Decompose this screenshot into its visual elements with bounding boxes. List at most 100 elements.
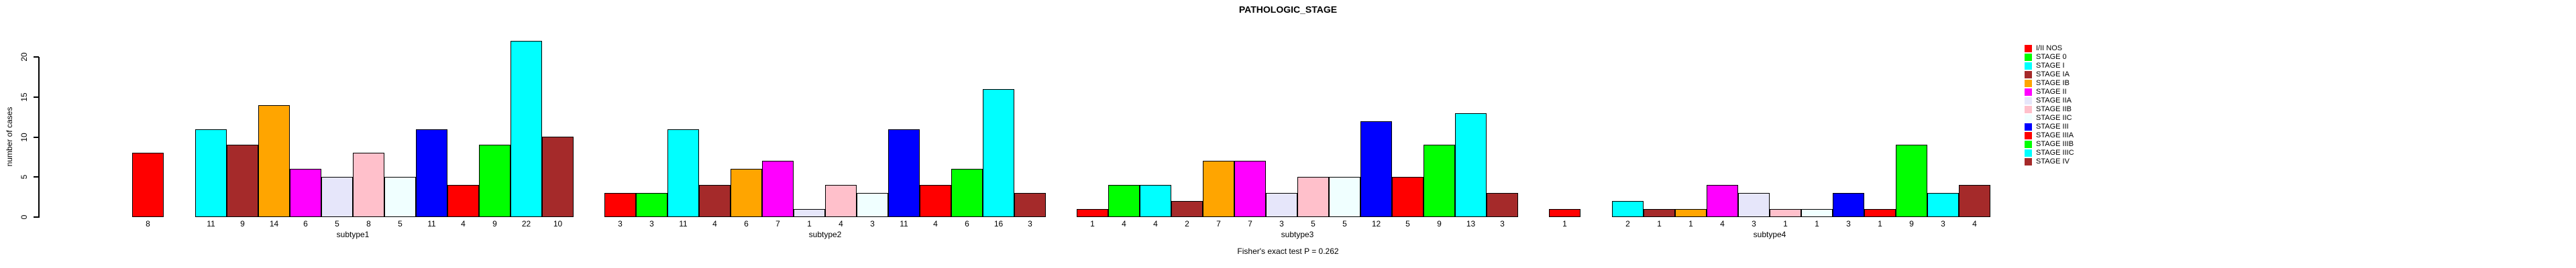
y-tick [34,56,39,58]
y-tick [34,216,39,218]
y-tick-label: 5 [19,174,29,180]
legend-label: STAGE IIIB [2036,139,2074,148]
bar [195,129,227,217]
bar-value-label: 8 [146,219,150,228]
bar [1014,193,1046,217]
bar-value-label: 4 [1720,219,1725,228]
bar [321,177,353,217]
legend-label: STAGE I [2036,61,2065,70]
bar-value-label: 3 [1028,219,1032,228]
y-tick [34,176,39,178]
bar-value-label: 5 [1342,219,1347,228]
bar-value-label: 14 [269,219,279,228]
legend-label: I/II NOS [2036,44,2063,52]
bar [951,169,983,217]
bar [1424,145,1455,217]
bar-value-label: 3 [1941,219,1945,228]
bar [1234,161,1266,217]
bar-value-label: 5 [1405,219,1410,228]
bar [1927,193,1959,217]
bar-value-label: 1 [1783,219,1788,228]
bar [604,193,636,217]
bar-value-label: 2 [1185,219,1189,228]
bar [1644,209,1675,217]
legend-label: STAGE II [2036,87,2067,96]
legend-label: STAGE IIIA [2036,131,2074,139]
legend-swatch [2025,44,2032,52]
bar-value-label: 3 [649,219,654,228]
bar [1707,185,1738,217]
y-tick-label: 15 [19,92,29,102]
bar [1896,145,1927,217]
bar [511,41,542,217]
legend-label: STAGE IIA [2036,96,2072,105]
group-label: subtype4 [1753,230,1786,239]
legend-swatch [2025,62,2032,70]
bar [794,209,825,217]
bar-value-label: 4 [933,219,938,228]
bar [1833,193,1864,217]
bar [227,145,258,217]
bar [1203,161,1234,217]
bar [1392,177,1424,217]
legend-swatch [2025,105,2032,113]
bar-value-label: 4 [1122,219,1126,228]
legend-label: STAGE IV [2036,157,2070,165]
bar-value-label: 1 [1688,219,1693,228]
bar [1266,193,1297,217]
group-label: subtype1 [336,230,370,239]
bar-value-label: 1 [1657,219,1662,228]
y-tick [34,136,39,138]
bar [416,129,447,217]
bar-value-label: 7 [1248,219,1252,228]
bar-value-label: 7 [775,219,780,228]
bar-value-label: 4 [712,219,717,228]
legend-swatch [2025,114,2032,122]
bar [1612,201,1644,217]
legend-swatch [2025,88,2032,96]
bar-value-label: 4 [839,219,843,228]
bar-value-label: 12 [1371,219,1381,228]
bar-value-label: 7 [1216,219,1221,228]
bar-value-label: 22 [521,219,531,228]
bar [825,185,857,217]
bar [1487,193,1518,217]
bar-value-label: 2 [1625,219,1630,228]
group-label: subtype2 [808,230,842,239]
legend-swatch [2025,157,2032,165]
bar-value-label: 5 [335,219,339,228]
bar [1770,209,1801,217]
legend-label: STAGE IIC [2036,113,2072,122]
bar-value-label: 9 [240,219,245,228]
legend-swatch [2025,123,2032,131]
legend-label: STAGE IA [2036,70,2070,78]
bar [290,169,321,217]
bar-value-label: 6 [303,219,308,228]
y-tick-label: 0 [19,214,29,220]
bar-value-label: 16 [994,219,1004,228]
bar-value-label: 3 [1846,219,1851,228]
legend-label: STAGE IIB [2036,105,2072,113]
bar [542,137,574,217]
legend-swatch [2025,131,2032,139]
bar [762,161,794,217]
bar-value-label: 6 [744,219,749,228]
bar-value-label: 5 [398,219,402,228]
bar [920,185,951,217]
group-label: subtype3 [1281,230,1314,239]
bar-value-label: 3 [1279,219,1284,228]
bar [384,177,416,217]
bar [857,193,888,217]
bar [1959,185,1990,217]
bar-value-label: 9 [492,219,497,228]
bar-value-label: 4 [1972,219,1977,228]
bar [1140,185,1171,217]
bar-value-label: 1 [1090,219,1095,228]
fisher-test-annotation: Fisher's exact test P = 0.262 [1237,247,1339,256]
bar [1171,201,1203,217]
bar [1675,209,1707,217]
bar [479,145,511,217]
legend-swatch [2025,96,2032,105]
bar-value-label: 11 [427,219,436,228]
